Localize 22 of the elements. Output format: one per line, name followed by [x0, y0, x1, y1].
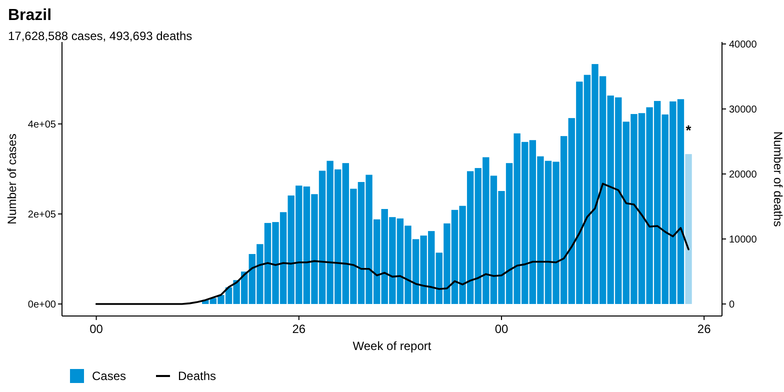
y-tick-label: 0e+00 [28, 299, 56, 310]
y-tick-label: 4e+05 [28, 119, 56, 130]
x-tick-label: 00 [90, 322, 104, 336]
y2-tick-label: 40000 [729, 39, 758, 50]
y2-tick-label: 20000 [729, 169, 758, 180]
x-axis-title: Week of report [352, 339, 432, 353]
y2-axis-title: Number of deaths [771, 131, 784, 227]
y2-tick-label: 0 [729, 299, 735, 310]
y2-tick-label: 30000 [729, 104, 758, 116]
chart-title: Brazil [8, 7, 52, 24]
x-tick-label: 26 [292, 322, 306, 336]
y2-tick-label: 10000 [729, 234, 758, 246]
x-tick-label: 00 [494, 322, 508, 336]
bar [685, 154, 692, 304]
y-axis-title: Number of cases [5, 134, 19, 224]
y-tick-label: 2e+05 [28, 209, 56, 220]
x-tick-label: 26 [697, 322, 712, 336]
chart-subtitle: 17,628,588 cases, 493,693 deaths [8, 29, 192, 43]
annotation: * [686, 122, 692, 138]
legend-label: Deaths [178, 369, 216, 384]
line-series [95, 182, 690, 305]
legend-label: Cases [92, 369, 126, 384]
